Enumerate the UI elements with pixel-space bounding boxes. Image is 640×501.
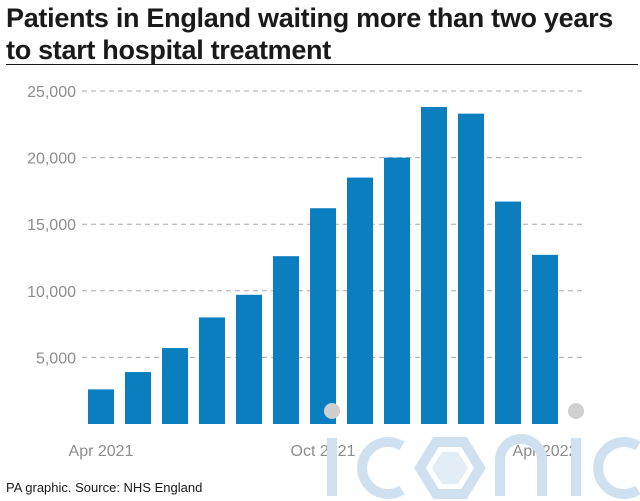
bar bbox=[162, 348, 188, 424]
title-rule bbox=[6, 64, 638, 65]
y-tick-label: 15,000 bbox=[27, 217, 76, 234]
bar bbox=[125, 372, 151, 424]
source-note: PA graphic. Source: NHS England bbox=[6, 480, 203, 495]
y-tick-label: 5,000 bbox=[36, 350, 76, 367]
bar bbox=[273, 256, 299, 424]
chart-title: Patients in England waiting more than tw… bbox=[6, 3, 614, 65]
bar bbox=[199, 317, 225, 424]
y-tick-label: 20,000 bbox=[27, 151, 76, 168]
bar bbox=[384, 157, 410, 424]
bar bbox=[88, 389, 114, 424]
watermark-hexagon bbox=[432, 452, 468, 484]
y-tick-label: 25,000 bbox=[27, 84, 76, 101]
bars bbox=[88, 106, 558, 425]
y-axis-tick-labels: 5,000 10,000 15,000 20,000 25,000 bbox=[27, 84, 76, 367]
x-tick-label: Apr 2021 bbox=[69, 443, 134, 460]
bar bbox=[421, 106, 447, 424]
watermark-dot-left bbox=[324, 403, 340, 419]
bar bbox=[347, 177, 373, 424]
y-tick-label: 10,000 bbox=[27, 284, 76, 301]
watermark-dot-right bbox=[568, 403, 584, 419]
bar bbox=[532, 254, 558, 424]
bar bbox=[236, 294, 262, 424]
x-tick-label: Oct 2021 bbox=[291, 443, 356, 460]
iconic-watermark-logo bbox=[324, 403, 640, 499]
bar bbox=[458, 113, 484, 425]
bar bbox=[495, 201, 521, 424]
bar bbox=[310, 208, 336, 424]
watermark-letters bbox=[327, 434, 640, 499]
bar-chart: 5,000 10,000 15,000 20,000 25,000 Apr 2021 Oc… bbox=[27, 84, 584, 460]
